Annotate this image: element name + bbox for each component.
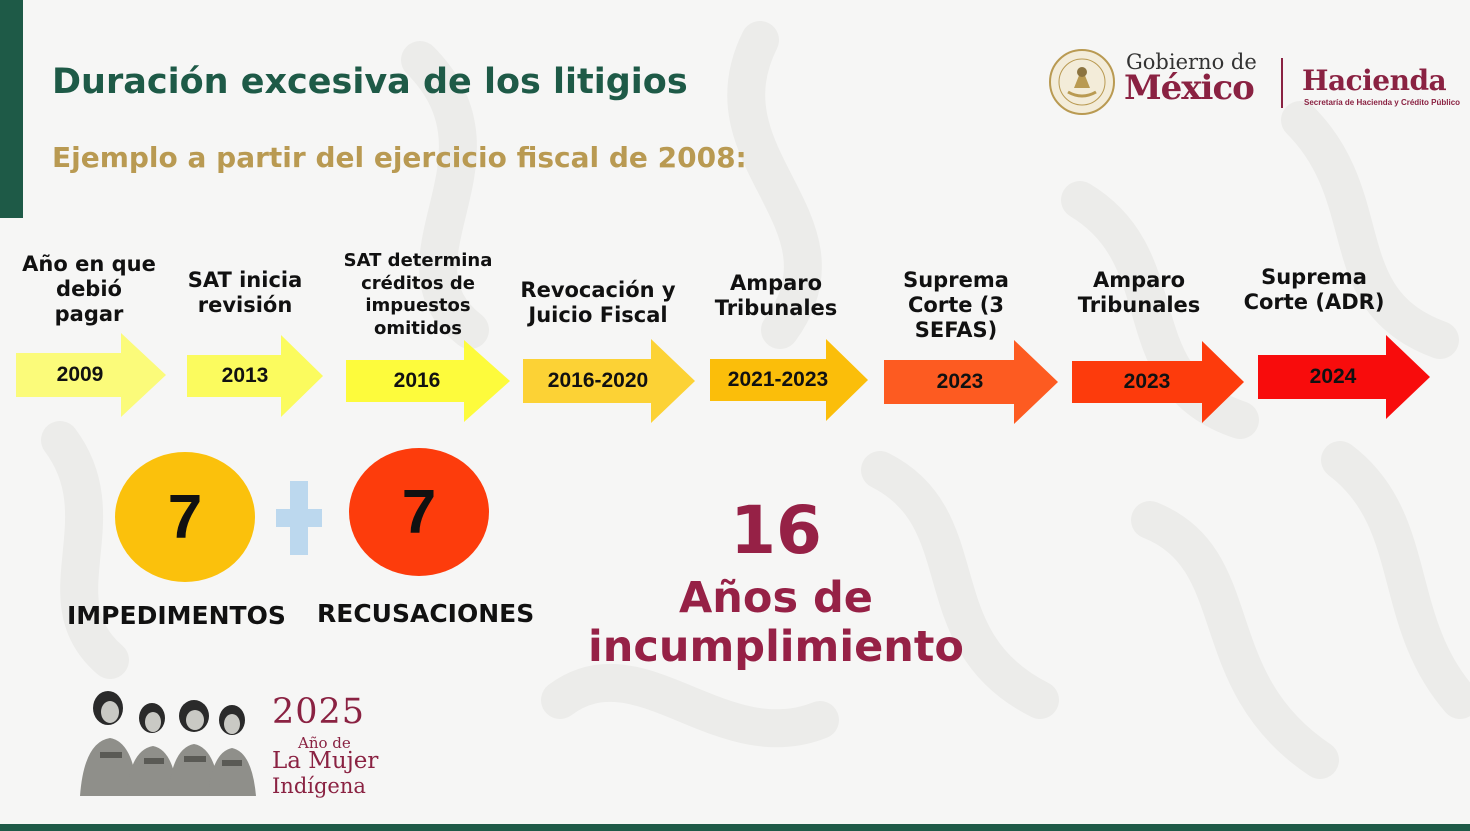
arrow-shape: [16, 333, 166, 417]
logo-indigena: Indígena: [272, 774, 366, 798]
logo-divider: [1281, 58, 1283, 108]
label-line: pagar: [54, 302, 124, 327]
logo-year: 2025: [272, 692, 366, 732]
anio-mujer-indigena-logo: 2025 Año de La Mujer Indígena: [70, 680, 390, 800]
timeline-year: 2016-2020: [547, 369, 649, 392]
bottom-accent-bar: [0, 824, 1470, 831]
timeline-year: 2023: [936, 370, 984, 393]
timeline-step-label: Amparo Tribunales: [1062, 268, 1216, 318]
label-line: Revocación y: [520, 278, 676, 302]
label-line: Corte (ADR): [1243, 290, 1385, 315]
label-line: revisión: [197, 293, 293, 318]
timeline-arrow: 2009: [16, 333, 166, 417]
timeline-step-label: Suprema Corte (3 SEFAS): [870, 268, 1042, 344]
timeline-step-label: SAT inicia revisión: [170, 268, 320, 318]
recusaciones-count: 7: [401, 477, 437, 547]
timeline-step-label: Amparo Tribunales: [700, 271, 852, 321]
label-line: Tribunales: [714, 296, 838, 321]
total-caption-line-2: incumplimiento: [588, 622, 964, 673]
timeline-year: 2016: [393, 369, 441, 392]
label-line: SAT inicia: [187, 268, 303, 292]
arrow-shape: [1258, 335, 1430, 419]
label-line: Suprema: [903, 268, 1009, 292]
arrow-shape: [710, 339, 868, 421]
total-years-number: 16: [730, 492, 822, 569]
timeline-year: 2023: [1123, 370, 1171, 393]
slide-subtitle: Ejemplo a partir del ejercicio fiscal de…: [52, 141, 747, 174]
impedimentos-count: 7: [167, 482, 203, 552]
label-line: debió: [56, 277, 122, 302]
timeline-arrow: 2013: [187, 335, 323, 417]
mexico-text: México: [1124, 68, 1255, 108]
arrow-shape: [523, 339, 695, 423]
timeline-year: 2024: [1309, 365, 1357, 388]
logo-la-mujer: La Mujer: [272, 748, 379, 774]
timeline-year: 2013: [221, 364, 269, 387]
timeline-step-label: Revocación y Juicio Fiscal: [512, 278, 684, 328]
mexican-coat-of-arms-seal-icon: [1049, 49, 1115, 115]
timeline-arrow: 2023: [1072, 341, 1244, 423]
label-line: Juicio Fiscal: [528, 303, 668, 328]
timeline-step-label: SAT determina créditos de impuestos omit…: [338, 250, 498, 340]
label-line: Amparo: [729, 271, 823, 295]
label-line: SAT determina: [343, 250, 493, 271]
total-years-caption: Años de incumplimiento: [560, 573, 992, 673]
label-line: omitidos: [373, 317, 463, 339]
timeline-arrow: 2016: [346, 340, 510, 422]
label-line: Suprema: [1261, 265, 1367, 289]
total-caption-line-1: Años de: [679, 573, 873, 623]
label-line: Año en que: [22, 252, 156, 276]
hacienda-subtitle: Secretaría de Hacienda y Crédito Público: [1304, 98, 1461, 107]
gobierno-hacienda-logo: Gobierno de México Hacienda Secretaría d…: [1048, 46, 1460, 116]
slide-title: Duración excesiva de los litigios: [52, 62, 688, 102]
timeline-arrow: 2021-2023: [710, 339, 868, 421]
timeline-arrow: 2016-2020: [523, 339, 695, 423]
logo-anio-de: Año de: [298, 734, 351, 752]
arrow-shape: [187, 335, 323, 417]
plus-icon-vertical: [290, 481, 308, 555]
label-line: impuestos: [365, 295, 471, 316]
left-accent-bar: [0, 0, 23, 218]
arrow-shape: [1072, 341, 1244, 423]
label-line: Amparo: [1092, 268, 1186, 292]
timeline-year: 2021-2023: [727, 368, 829, 391]
indigenous-women-illustration-icon: [80, 691, 256, 796]
recusaciones-label: RECUSACIONES: [317, 599, 535, 628]
impedimentos-count-circle: 7: [115, 452, 255, 582]
label-line: créditos de: [361, 272, 475, 294]
impedimentos-label: IMPEDIMENTOS: [67, 601, 286, 630]
timeline-step-label: Suprema Corte (ADR): [1238, 265, 1390, 315]
arrow-shape: [884, 340, 1058, 424]
timeline-arrow: 2023: [884, 340, 1058, 424]
label-line: Corte (3 SEFAS): [908, 293, 1004, 343]
timeline-year: 2009: [56, 363, 104, 386]
arrow-shape: [346, 340, 510, 422]
gobierno-de-text: Gobierno de: [1126, 50, 1257, 74]
hacienda-text: Hacienda: [1302, 64, 1447, 97]
plus-icon: [276, 481, 322, 555]
label-line: Tribunales: [1077, 293, 1201, 318]
recusaciones-count-circle: 7: [349, 448, 489, 576]
timeline-arrow: 2024: [1258, 335, 1430, 419]
timeline-step-label: Año en que debió pagar: [14, 252, 164, 328]
